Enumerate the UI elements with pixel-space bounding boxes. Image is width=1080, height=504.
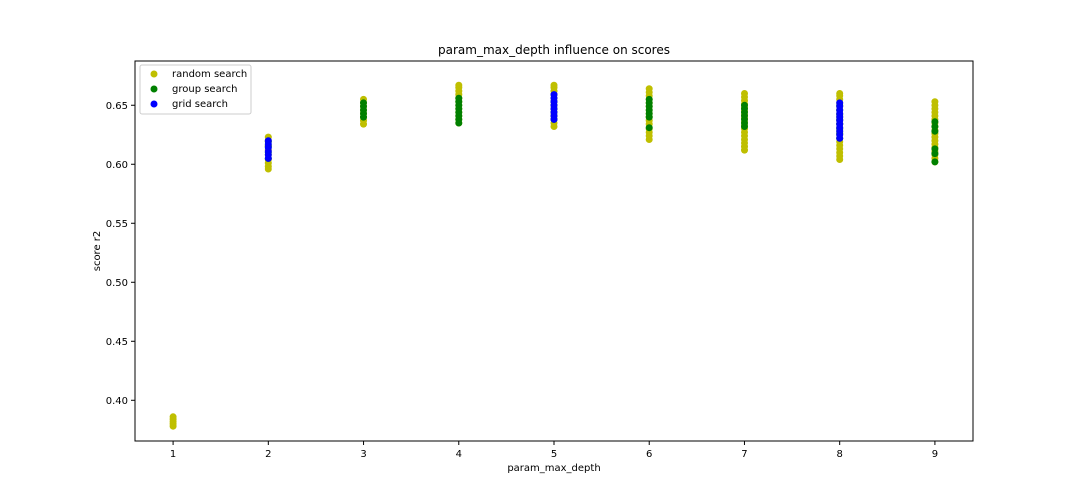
legend-marker-grid-search	[150, 100, 158, 108]
point-group-search-45	[931, 158, 939, 166]
legend: random search group search grid search	[139, 64, 252, 115]
point-group-search-23	[645, 124, 653, 132]
x-tick-label-7: 7	[741, 449, 747, 460]
x-tick-label-1: 1	[170, 449, 176, 460]
x-tick-label-3: 3	[360, 449, 366, 460]
y-tick-label-0.45: 0.45	[106, 337, 128, 348]
y-tick-label-0.60: 0.60	[106, 160, 128, 171]
point-random-search-116	[931, 98, 939, 106]
point-group-search-8	[360, 99, 367, 107]
y-tick-label-0.40: 0.40	[106, 396, 128, 407]
legend-label-grid-search: grid search	[172, 99, 228, 110]
point-random-search-4	[169, 413, 177, 421]
point-grid-search-24	[836, 99, 844, 107]
x-tick-label-8: 8	[836, 449, 842, 460]
point-random-search-98	[836, 90, 844, 97]
x-tick-label-5: 5	[551, 449, 557, 460]
legend-box	[139, 64, 252, 115]
point-random-search-61	[645, 85, 653, 93]
y-tick-label-0.55: 0.55	[106, 219, 128, 230]
legend-label-random-search: random search	[172, 69, 247, 80]
point-grid-search-13	[550, 91, 558, 99]
point-random-search-78	[741, 90, 748, 97]
point-random-search-46	[550, 81, 558, 89]
y-tick-label-0.50: 0.50	[106, 278, 128, 289]
x-tick-label-4: 4	[456, 449, 462, 460]
point-grid-search-5	[264, 137, 272, 145]
data-points	[169, 81, 939, 430]
y-axis: 0.40 0.45 0.50 0.55 0.60 0.65	[106, 101, 135, 407]
x-axis-label: param_max_depth	[507, 463, 600, 474]
point-group-search-16	[455, 94, 463, 102]
point-group-search-47	[931, 145, 939, 153]
x-tick-label-9: 9	[932, 449, 938, 460]
chart-title: param_max_depth influence on scores	[438, 43, 670, 57]
point-random-search-33	[455, 81, 463, 89]
x-tick-label-2: 2	[265, 449, 271, 460]
legend-label-group-search: group search	[172, 84, 237, 95]
legend-marker-random-search	[150, 70, 158, 78]
y-axis-label: score r2	[92, 231, 103, 272]
x-tick-label-6: 6	[646, 449, 652, 460]
point-group-search-50	[931, 118, 939, 126]
point-group-search-36	[741, 101, 748, 109]
x-axis: 1 2 3 4 5 6 7 8 9	[170, 441, 938, 460]
legend-marker-group-search	[150, 85, 158, 93]
y-tick-label-0.65: 0.65	[106, 101, 128, 112]
point-group-search-29	[645, 95, 653, 103]
